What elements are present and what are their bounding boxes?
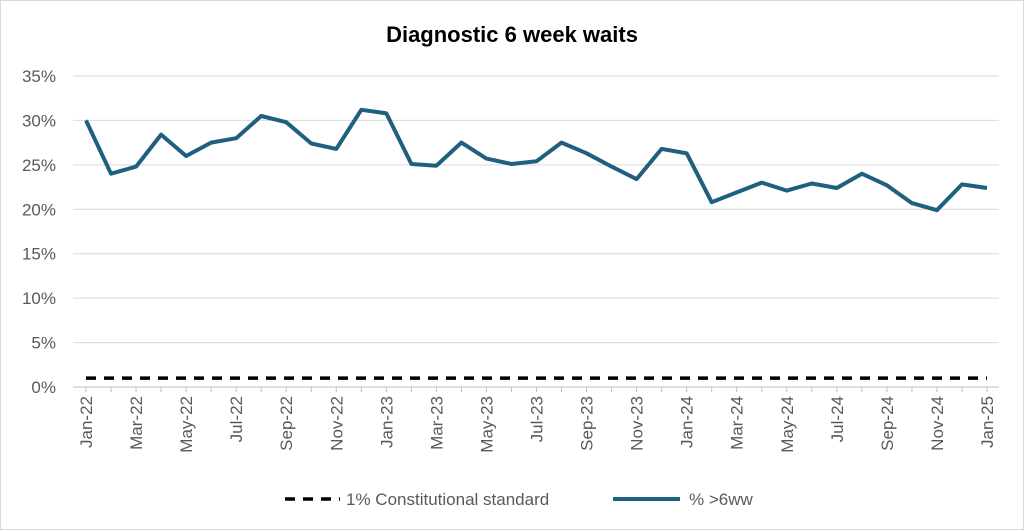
y-axis-ticks: 0% 5% 10% 15% 20% 25% 30% 35%: [22, 67, 56, 397]
legend-label: 1% Constitutional standard: [346, 490, 549, 509]
y-tick-label: 30%: [22, 111, 56, 130]
y-tick-label: 20%: [22, 200, 56, 219]
x-tick-label: Mar-24: [728, 396, 747, 450]
x-tick-label: Jul-22: [227, 396, 246, 442]
x-tick-label: Jan-23: [377, 396, 396, 448]
x-tick-label: Sep-23: [578, 396, 597, 451]
x-tick-label: Jul-23: [528, 396, 547, 442]
x-tick-label: Nov-22: [327, 396, 346, 451]
chart-title: Diagnostic 6 week waits: [386, 22, 638, 47]
x-tick-label: Jan-25: [978, 396, 997, 448]
x-tick-label: Sep-24: [878, 396, 897, 451]
gridlines: [73, 75, 999, 344]
legend-label: % >6ww: [689, 490, 753, 509]
x-tick-label: Jan-24: [678, 396, 697, 448]
x-tick-label: Jan-22: [77, 396, 96, 448]
y-tick-label: 15%: [22, 245, 56, 264]
x-tick-label: Sep-22: [277, 396, 296, 451]
x-tick-label: Jul-24: [828, 396, 847, 442]
y-tick-label: 25%: [22, 156, 56, 175]
y-tick-label: 5%: [31, 334, 56, 353]
y-tick-label: 10%: [22, 289, 56, 308]
x-tick-label: May-24: [778, 396, 797, 453]
x-tick-label: May-22: [177, 396, 196, 453]
series-group: [84, 107, 988, 380]
y-tick-label: 35%: [22, 67, 56, 86]
x-tick-label: Nov-23: [628, 396, 647, 451]
series-line-waits: [84, 107, 988, 213]
x-axis: [73, 386, 999, 392]
x-tick-label: Nov-24: [928, 396, 947, 451]
x-tick-label: Mar-22: [127, 396, 146, 450]
legend: 1% Constitutional standard % >6ww: [285, 490, 753, 509]
y-tick-label: 0%: [31, 378, 56, 397]
x-axis-ticks: Jan-22 Mar-22 May-22 Jul-22 Sep-22 Nov-22 Jan-…: [77, 396, 997, 453]
x-tick-label: May-23: [477, 396, 496, 453]
x-tick-label: Mar-23: [427, 396, 446, 450]
